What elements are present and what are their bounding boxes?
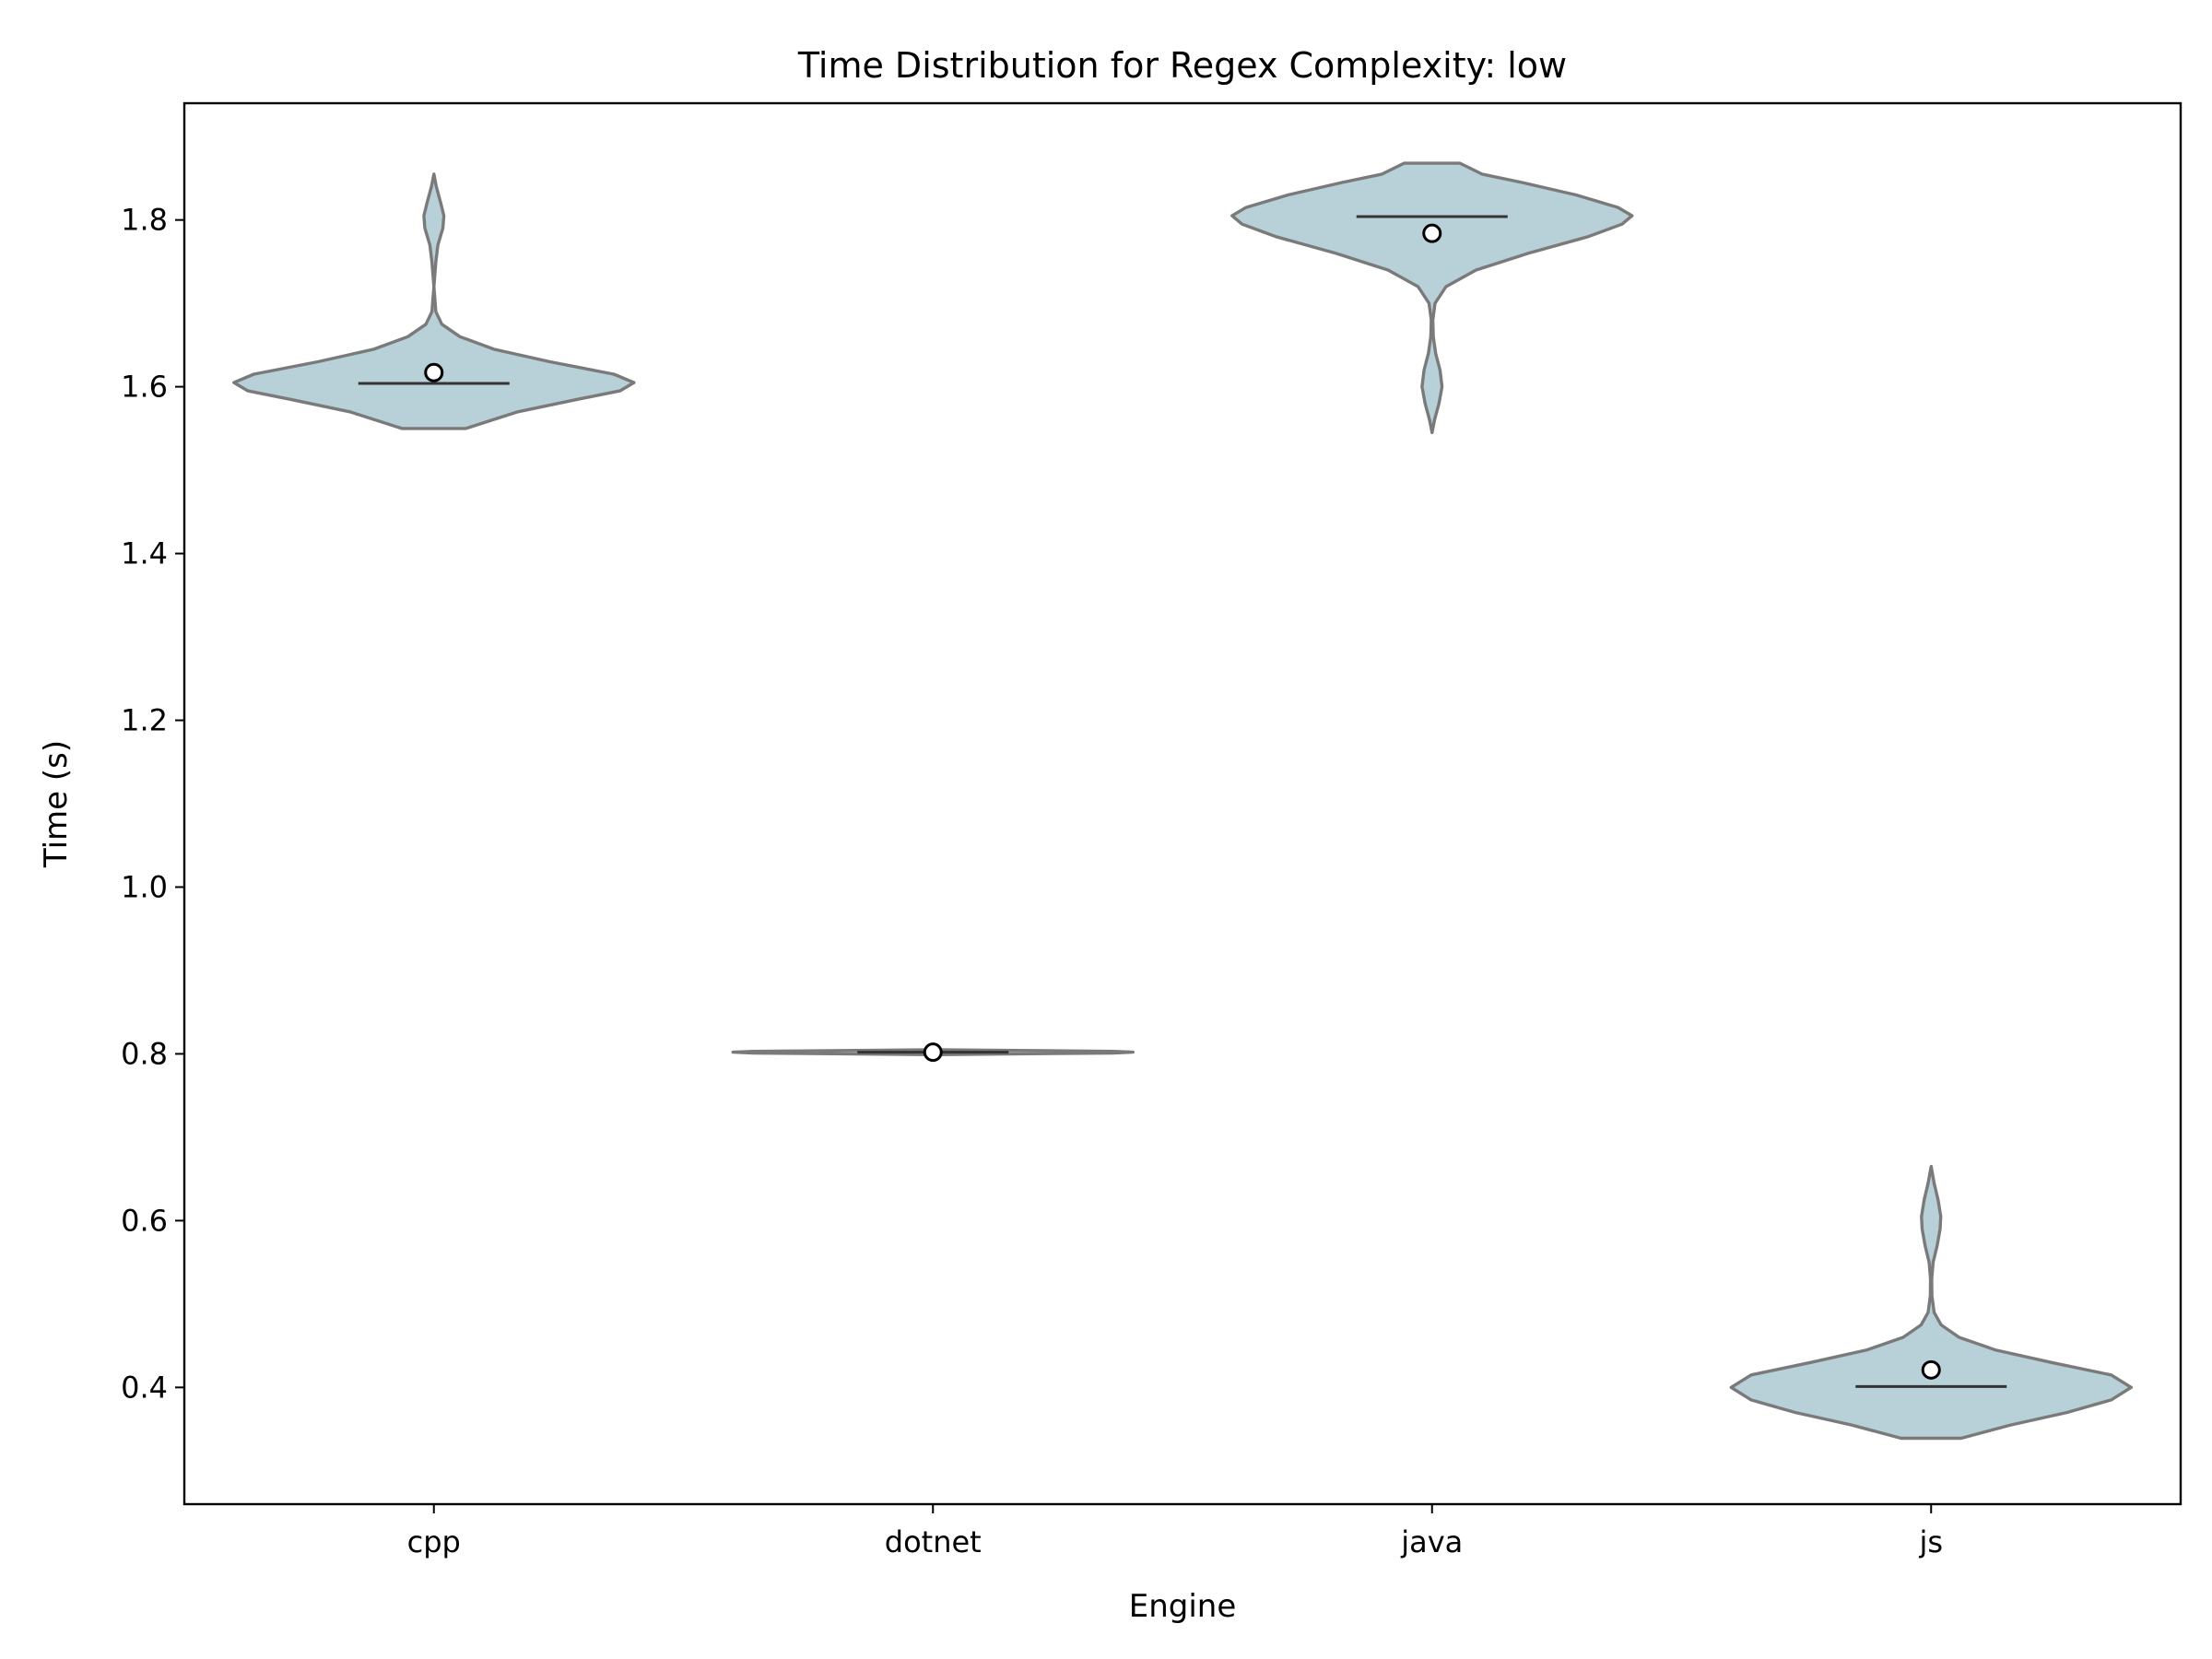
plot-area-frame xyxy=(182,101,2183,1506)
y-tick-label: 0.6 xyxy=(121,1203,168,1238)
y-tick-label: 0.4 xyxy=(121,1370,168,1405)
mean-marker-cpp xyxy=(424,362,444,382)
y-tick-label: 0.8 xyxy=(121,1036,168,1071)
x-tick-label: dotnet xyxy=(885,1524,982,1559)
violin-java xyxy=(1230,161,1634,435)
x-axis-title: Engine xyxy=(1129,1588,1237,1625)
y-tick-label: 1.4 xyxy=(121,536,168,571)
violin-js xyxy=(1729,1164,2133,1441)
mean-marker-java xyxy=(1422,223,1442,243)
chart-title: Time Distribution for Regex Complexity: … xyxy=(797,45,1567,86)
x-axis: cpp dotnet java js xyxy=(407,1504,1943,1559)
y-tick-label: 1.0 xyxy=(121,869,168,904)
x-tick-label: java xyxy=(1400,1524,1463,1559)
x-tick-label: cpp xyxy=(407,1524,461,1559)
y-tick-label: 1.8 xyxy=(121,203,168,238)
violins-layer xyxy=(232,161,2133,1441)
y-tick-label: 1.6 xyxy=(121,370,168,405)
y-axis-title: Time (s) xyxy=(38,740,75,868)
violin-cpp xyxy=(232,172,636,430)
x-tick-label: js xyxy=(1918,1524,1943,1559)
y-tick-label: 1.2 xyxy=(121,703,168,738)
y-axis: 0.4 0.6 0.8 1.0 1.2 1.4 1.6 1.8 xyxy=(121,203,184,1405)
mean-marker-dotnet xyxy=(923,1042,943,1063)
mean-marker-js xyxy=(1921,1359,1941,1380)
